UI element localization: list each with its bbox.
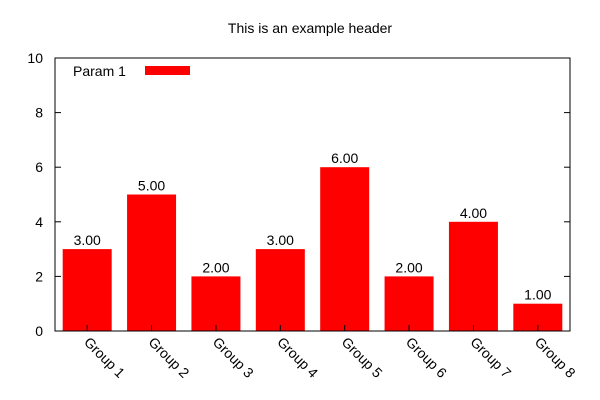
data-label-5: 6.00	[331, 150, 358, 166]
x-tick-label-6: Group 6	[403, 334, 450, 381]
bar-6	[384, 276, 434, 331]
x-tick-label-2: Group 2	[145, 334, 192, 381]
x-tick-label-7: Group 7	[467, 334, 514, 381]
x-tick-label-8: Group 8	[532, 334, 579, 381]
y-tick-label-10: 10	[27, 50, 43, 66]
x-tick-label-3: Group 3	[210, 334, 257, 381]
data-label-4: 3.00	[267, 232, 294, 248]
x-tick-label-1: Group 1	[81, 334, 128, 381]
y-tick-label-4: 4	[35, 214, 43, 230]
y-tick-label-0: 0	[35, 323, 43, 339]
bar-7	[448, 221, 498, 331]
chart-title: This is an example header	[228, 20, 393, 36]
bar-1	[62, 249, 112, 331]
data-label-2: 5.00	[138, 178, 165, 194]
y-tick-label-2: 2	[35, 268, 43, 284]
data-label-3: 2.00	[202, 259, 229, 275]
legend-label: Param 1	[73, 63, 126, 79]
x-tick-label-5: Group 5	[339, 334, 386, 381]
x-tick-label-4: Group 4	[274, 334, 321, 381]
bar-2	[127, 194, 177, 331]
data-label-7: 4.00	[460, 205, 487, 221]
data-label-8: 1.00	[524, 287, 551, 303]
data-label-1: 3.00	[74, 232, 101, 248]
bar-3	[191, 276, 241, 331]
bar-5	[320, 167, 370, 331]
legend-swatch	[145, 66, 190, 75]
plot-area: 3.00 5.00 2.00 3.00 6.00 2.00 4.00 1.00 0 2 4 6 8 10 G…	[27, 50, 579, 381]
plot-frame	[54, 57, 571, 332]
y-tick-label-8: 8	[35, 105, 43, 121]
bar-4	[255, 249, 305, 331]
y-tick-label-6: 6	[35, 159, 43, 175]
data-label-6: 2.00	[395, 259, 422, 275]
